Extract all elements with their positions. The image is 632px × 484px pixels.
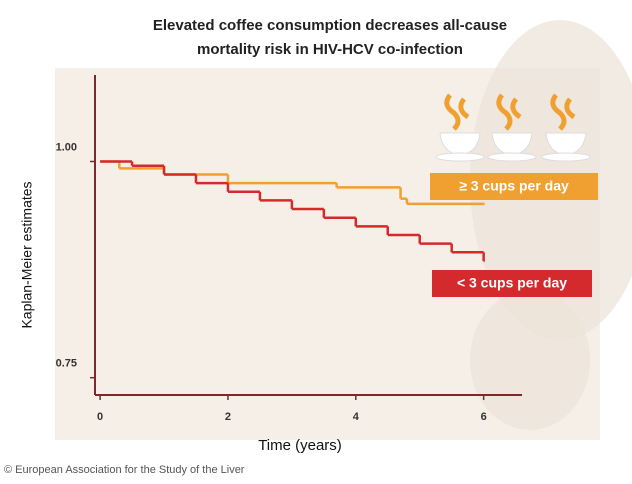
chart-title: mortality risk in HIV-HCV co-infection xyxy=(197,41,463,58)
background-shape xyxy=(470,290,590,430)
x-axis-label: Time (years) xyxy=(258,437,342,454)
chart-title: Elevated coffee consumption decreases al… xyxy=(153,17,507,34)
x-tick-label: 4 xyxy=(353,411,360,423)
y-tick-label: 0.75 xyxy=(56,358,77,370)
y-axis-label: Kaplan-Meier estimates xyxy=(19,181,35,328)
legend-box xyxy=(432,270,592,297)
legend-label: ≥ 3 cups per day xyxy=(459,178,569,194)
x-tick-label: 6 xyxy=(481,411,487,423)
legend-label: < 3 cups per day xyxy=(457,275,567,291)
x-tick-label: 0 xyxy=(97,411,103,423)
y-tick-label: 1.00 xyxy=(56,141,77,153)
source: © European Association for the Study of … xyxy=(4,464,245,476)
cups xyxy=(435,93,591,162)
x-tick-label: 2 xyxy=(225,411,231,423)
footer xyxy=(0,461,632,479)
legend-box xyxy=(430,173,598,200)
